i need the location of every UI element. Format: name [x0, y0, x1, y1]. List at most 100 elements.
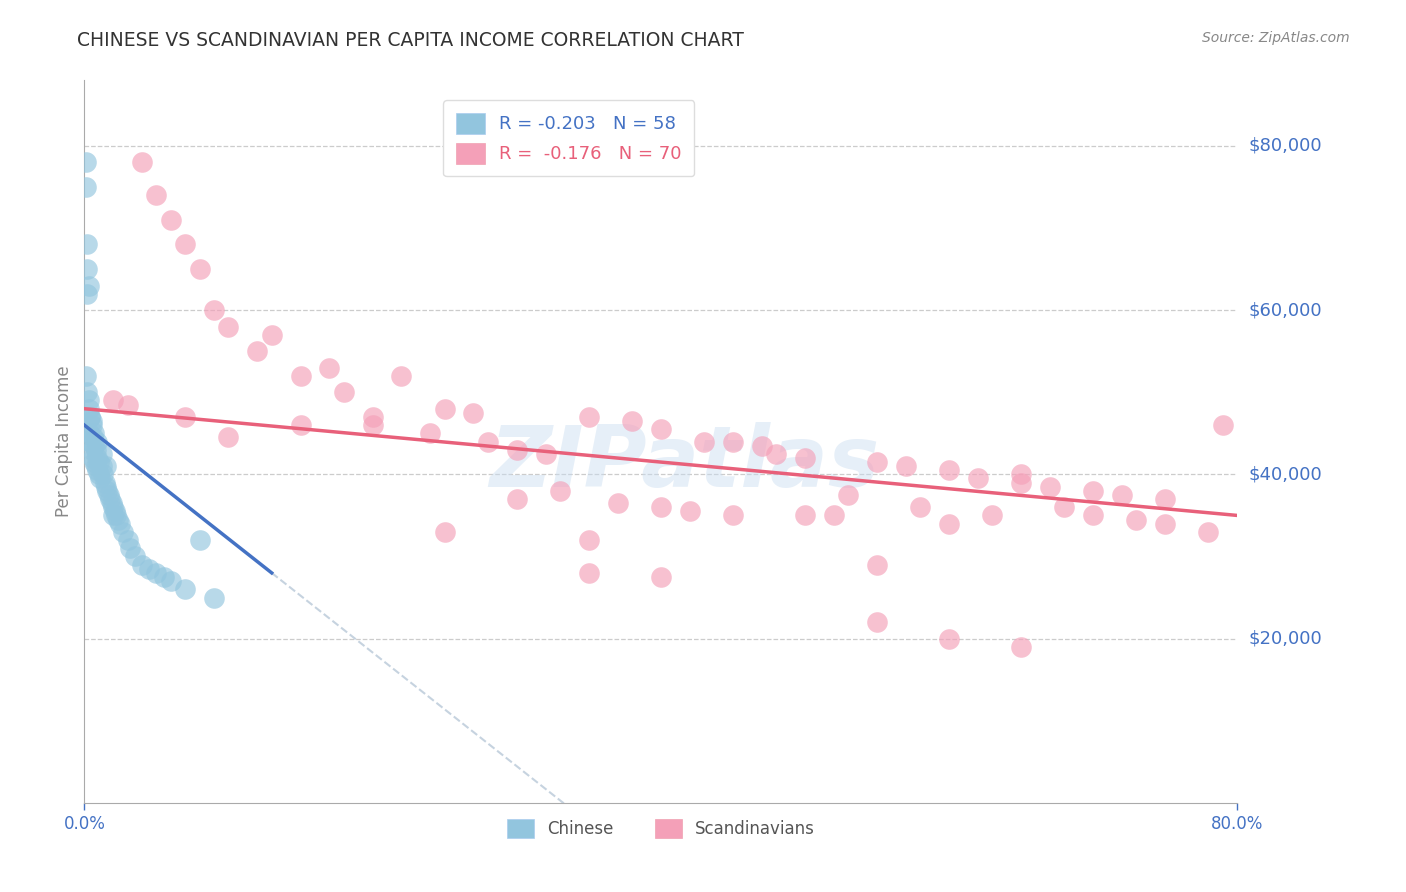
Point: [86, 434, 108, 449]
Point: [80, 414, 103, 428]
Point: [82, 430, 104, 444]
Point: [105, 508, 128, 523]
Point: [621, 414, 644, 428]
Point: [477, 434, 499, 449]
Point: [86, 463, 108, 477]
Point: [76, 385, 98, 400]
Point: [76, 237, 98, 252]
Point: [76, 262, 98, 277]
Point: [578, 533, 600, 547]
Point: [218, 319, 240, 334]
Point: [152, 570, 174, 584]
Point: [80, 442, 103, 457]
Point: [246, 344, 269, 359]
Point: [1053, 500, 1076, 515]
Point: [89, 471, 111, 485]
Point: [361, 418, 384, 433]
Point: [1010, 467, 1032, 482]
Point: [938, 632, 960, 646]
Point: [894, 459, 917, 474]
Point: [87, 455, 110, 469]
Point: [650, 570, 672, 584]
Point: [77, 278, 100, 293]
Point: [260, 327, 283, 342]
Point: [463, 406, 485, 420]
Point: [82, 450, 104, 465]
Point: [506, 442, 529, 457]
Point: [1010, 475, 1032, 490]
Point: [290, 418, 312, 433]
Point: [1010, 640, 1032, 654]
Point: [318, 360, 340, 375]
Point: [110, 516, 132, 531]
Point: [79, 409, 101, 424]
Point: [103, 508, 124, 523]
Point: [145, 188, 167, 202]
Point: [433, 401, 456, 416]
Point: [94, 480, 117, 494]
Legend: Chinese, Scandinavians: Chinese, Scandinavians: [501, 813, 821, 845]
Point: [548, 483, 571, 498]
Point: [218, 430, 240, 444]
Text: $60,000: $60,000: [1249, 301, 1322, 319]
Point: [391, 368, 413, 383]
Point: [794, 450, 817, 465]
Point: [77, 393, 100, 408]
Point: [145, 566, 167, 580]
Point: [131, 558, 153, 572]
Point: [174, 409, 197, 424]
Point: [433, 524, 456, 539]
Point: [693, 434, 716, 449]
Point: [103, 500, 124, 515]
Point: [721, 508, 744, 523]
Point: [650, 422, 672, 436]
Point: [160, 212, 183, 227]
Point: [606, 496, 628, 510]
Point: [419, 426, 441, 441]
Point: [506, 491, 529, 506]
Point: [138, 562, 160, 576]
Point: [83, 439, 105, 453]
Point: [124, 549, 146, 564]
Point: [1111, 488, 1133, 502]
Point: [100, 496, 122, 510]
Point: [131, 155, 153, 169]
Point: [1154, 491, 1177, 506]
Point: [794, 508, 817, 523]
Point: [87, 467, 110, 482]
Point: [79, 434, 101, 449]
Point: [1154, 516, 1177, 531]
Point: [910, 500, 932, 515]
Point: [83, 455, 105, 469]
Point: [77, 401, 100, 416]
Point: [534, 447, 557, 461]
Point: [823, 508, 845, 523]
Point: [77, 426, 100, 441]
Text: $20,000: $20,000: [1249, 630, 1322, 648]
Point: [866, 615, 889, 630]
Point: [578, 409, 600, 424]
Point: [751, 439, 773, 453]
Point: [578, 566, 600, 580]
Point: [160, 574, 183, 588]
Point: [938, 516, 960, 531]
Point: [721, 434, 744, 449]
Point: [79, 409, 101, 424]
Text: ZIPatlas: ZIPatlas: [489, 422, 879, 505]
Point: [93, 475, 115, 490]
Point: [107, 512, 129, 526]
Point: [765, 447, 787, 461]
Point: [84, 442, 107, 457]
Point: [1083, 508, 1105, 523]
Point: [80, 418, 103, 433]
Point: [679, 504, 702, 518]
Text: $40,000: $40,000: [1249, 466, 1322, 483]
Point: [117, 398, 139, 412]
Point: [650, 500, 672, 515]
Point: [1039, 480, 1062, 494]
Point: [333, 385, 356, 400]
Point: [188, 262, 211, 277]
Point: [967, 471, 990, 485]
Point: [174, 237, 197, 252]
Point: [202, 591, 225, 605]
